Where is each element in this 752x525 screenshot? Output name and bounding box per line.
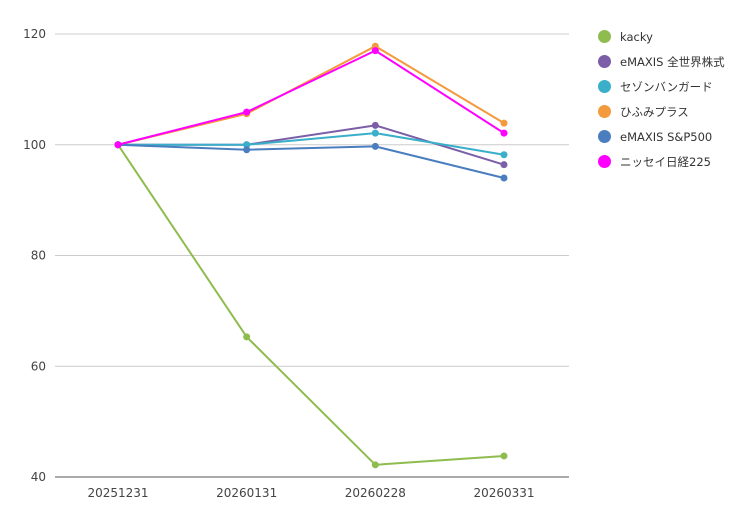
data-point	[500, 151, 508, 159]
y-tick-label: 120	[23, 27, 46, 41]
legend-label: ひふみプラス	[620, 104, 689, 119]
data-point	[500, 129, 508, 137]
data-point	[243, 141, 251, 149]
x-tick-label: 20251231	[87, 486, 148, 500]
legend-marker	[598, 130, 611, 143]
series-2	[114, 129, 508, 159]
x-tick-label: 20260228	[345, 486, 406, 500]
legend-marker	[598, 80, 611, 93]
series-5	[114, 47, 508, 149]
legend-item[interactable]: kacky	[598, 24, 725, 49]
x-axis-tick-labels: 20251231 20260131 20260228 20260331	[87, 486, 534, 500]
y-axis-tick-labels: 40 60 80 100 120	[23, 27, 46, 484]
legend-item[interactable]: eMAXIS 全世界株式	[598, 49, 725, 74]
y-tick-label: 40	[31, 470, 46, 484]
series-line	[117, 143, 505, 179]
y-tick-label: 100	[23, 138, 46, 152]
legend-marker	[598, 155, 611, 168]
data-point	[371, 461, 379, 469]
legend-label: kacky	[620, 29, 653, 44]
data-point	[371, 47, 379, 55]
legend-label: ニッセイ日経225	[620, 154, 711, 169]
grid-lines	[55, 33, 569, 478]
legend-marker	[598, 30, 611, 43]
x-tick-label: 20260131	[216, 486, 277, 500]
series-3	[114, 42, 508, 149]
data-point	[243, 146, 251, 154]
y-tick-label: 80	[31, 249, 46, 263]
legend-marker	[598, 105, 611, 118]
legend-item[interactable]: eMAXIS S&P500	[598, 124, 725, 149]
series-line	[117, 144, 505, 466]
data-point	[243, 108, 251, 116]
data-point	[371, 142, 379, 150]
data-point	[371, 121, 379, 129]
data-point	[500, 452, 508, 460]
data-point	[500, 119, 508, 127]
series-lines	[114, 42, 508, 469]
series-line	[117, 49, 505, 146]
legend-marker	[598, 55, 611, 68]
series-0	[114, 141, 508, 469]
legend-item[interactable]: ニッセイ日経225	[598, 149, 725, 174]
chart-legend: kacky eMAXIS 全世界株式 セゾンバンガード ひふみプラス eMAXIS S&…	[598, 24, 725, 174]
y-tick-label: 60	[31, 359, 46, 373]
legend-label: eMAXIS 全世界株式	[620, 54, 725, 69]
legend-label: eMAXIS S&P500	[620, 129, 713, 144]
legend-item[interactable]: セゾンバンガード	[598, 74, 725, 99]
series-line	[118, 132, 505, 156]
data-point	[371, 129, 379, 137]
data-point	[243, 333, 251, 341]
data-point	[114, 141, 122, 149]
x-tick-label: 20260331	[473, 486, 534, 500]
data-point	[500, 161, 508, 169]
legend-item[interactable]: ひふみプラス	[598, 99, 725, 124]
data-point	[500, 174, 508, 182]
legend-label: セゾンバンガード	[620, 79, 713, 94]
